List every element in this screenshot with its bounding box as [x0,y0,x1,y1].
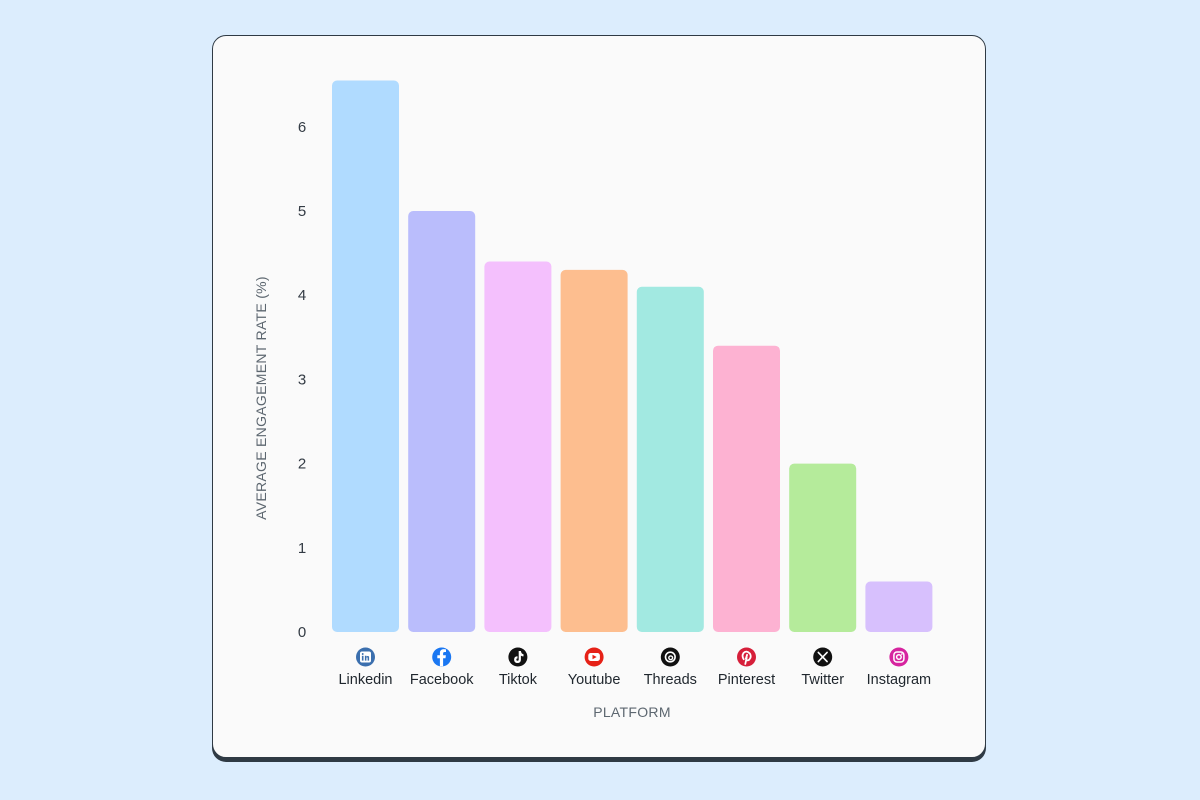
y-tick-label: 3 [298,371,306,388]
y-tick-label: 5 [298,203,306,220]
bar-instagram [865,581,933,632]
y-tick-label: 6 [298,119,306,136]
bar-pinterest [713,345,780,632]
x-category-label: Twitter [801,672,844,688]
x-category-label: Facebook [410,672,474,688]
facebook-icon [432,647,452,667]
x-category-label: Tiktok [499,672,538,688]
bar-twitter [789,463,857,632]
platform-icons [356,647,909,667]
pinterest-icon [737,647,756,667]
x-axis-title: PLATFORM [593,704,671,720]
x-category-label: Pinterest [718,672,775,688]
youtube-icon [584,647,604,667]
x-category-label: Threads [644,672,697,688]
x-category-label: Instagram [867,672,931,688]
y-tick-label: 2 [298,456,306,473]
x-category-label: Linkedin [338,672,392,688]
y-axis-ticks: 0 1 2 3 4 5 6 [298,119,306,641]
bar-threads [636,286,704,632]
y-axis-title: AVERAGE ENGAGEMENT RATE (%) [253,276,269,520]
y-tick-label: 4 [298,287,306,304]
bars [332,80,933,632]
y-tick-label: 1 [298,540,306,557]
linkedin-icon [356,647,375,667]
x-axis-category-labels: Linkedin Facebook Tiktok Youtube Threads Pint… [338,672,931,688]
x-category-label: Youtube [568,672,621,688]
bar-tiktok [484,261,552,632]
bar-linkedin [332,80,399,632]
twitter-x-icon [813,647,833,667]
tiktok-icon [508,647,528,667]
y-tick-label: 0 [298,624,306,641]
instagram-icon [889,647,909,667]
bar-youtube [560,269,628,632]
threads-icon [660,647,680,667]
bar-facebook [408,211,476,632]
